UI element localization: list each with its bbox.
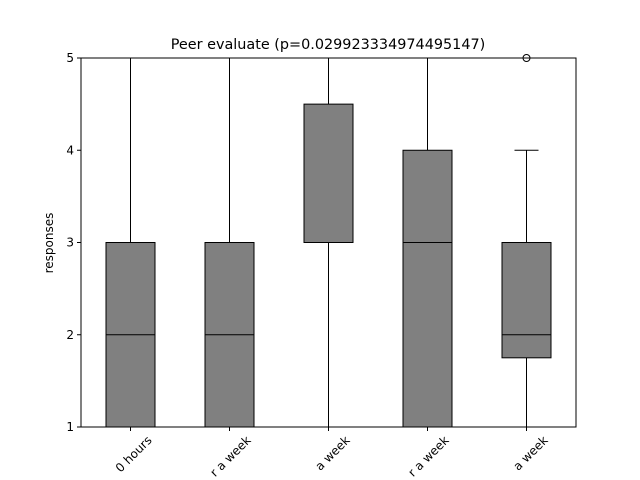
box <box>402 149 453 428</box>
plot-frame <box>80 57 577 428</box>
box <box>303 103 354 243</box>
y-tick-label: 4 <box>66 143 74 157</box>
y-tick-label: 5 <box>66 51 74 65</box>
box <box>501 242 552 359</box>
y-tick-label: 3 <box>66 236 74 250</box>
chart-title: Peer evaluate (p=0.029923334974495147) <box>171 37 486 53</box>
y-axis-label: responses <box>42 213 56 274</box>
y-tick-label: 1 <box>66 420 74 434</box>
y-tick-label: 2 <box>66 328 74 342</box>
